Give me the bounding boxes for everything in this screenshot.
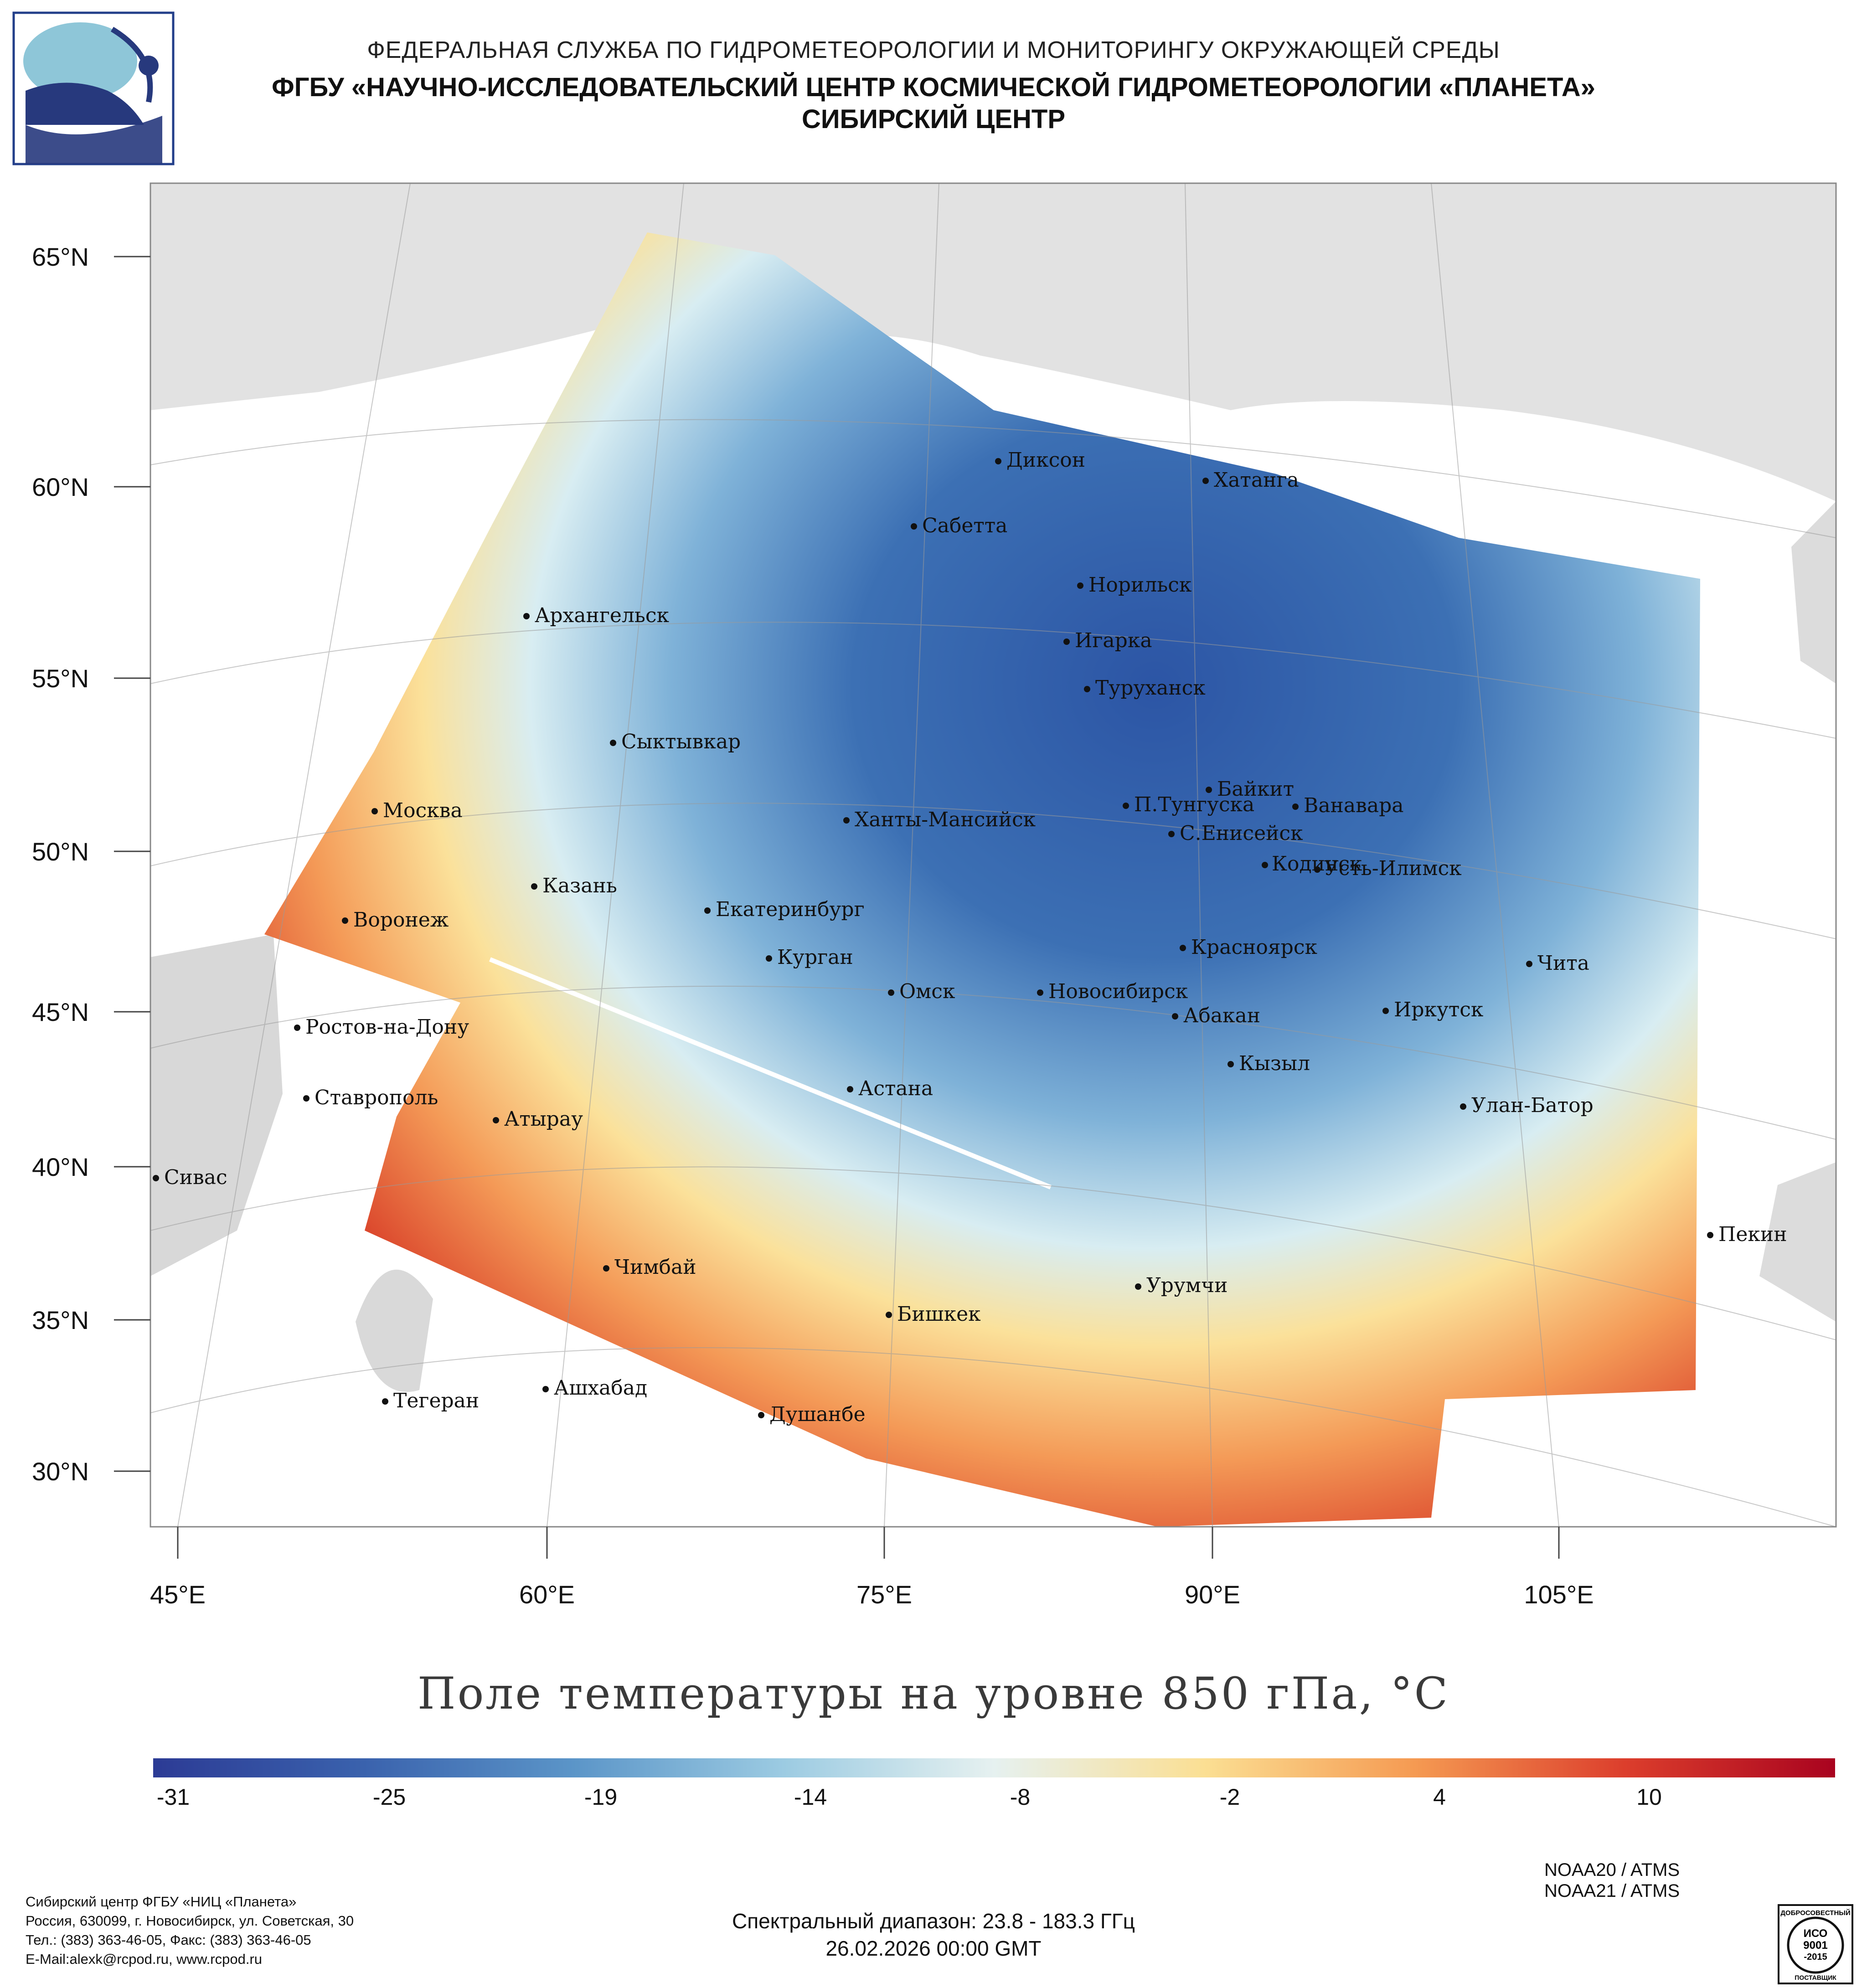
colorbar-tick: -25	[373, 1784, 406, 1810]
city-label: Ростов-на-Дону	[305, 1015, 469, 1039]
city-label: Казань	[542, 874, 617, 897]
city-label: Бишкек	[897, 1303, 981, 1326]
city-label: Байкит	[1217, 778, 1294, 801]
city-label: Омск	[899, 980, 955, 1003]
colorbar-tick: -8	[1010, 1784, 1030, 1810]
contact-info: Сибирский центр ФГБУ «НИЦ «Планета» Росс…	[26, 1892, 354, 1969]
iso-text-top: ДОБРОСОВЕСТНЫЙ	[1780, 1909, 1851, 1917]
lon-label: 105°E	[1524, 1580, 1594, 1609]
iso-text: ИСО	[1804, 1927, 1828, 1940]
lon-label: 90°E	[1185, 1580, 1240, 1609]
city-label: Абакан	[1183, 1004, 1260, 1027]
city-label: Игарка	[1075, 629, 1152, 652]
org-line-1: ФЕДЕРАЛЬНАЯ СЛУЖБА ПО ГИДРОМЕТЕОРОЛОГИИ …	[367, 37, 1500, 63]
data-gap-stripe	[489, 957, 1052, 1190]
lon-label: 75°E	[856, 1580, 912, 1609]
iso-text: 9001	[1803, 1939, 1827, 1952]
graticule	[150, 183, 1836, 1527]
map-frame	[150, 182, 1837, 1528]
colorbar-tick: -2	[1220, 1784, 1240, 1810]
map-title: Поле температуры на уровне 850 гПа, °C	[417, 1668, 1450, 1719]
city-label: Екатеринбург	[716, 898, 865, 921]
city-label: Архангельск	[535, 604, 669, 627]
city-label: Пекин	[1718, 1223, 1787, 1246]
colorbar-tick: -14	[794, 1784, 827, 1810]
org-line-2: ФГБУ «НАУЧНО-ИССЛЕДОВАТЕЛЬСКИЙ ЦЕНТР КОС…	[272, 72, 1595, 102]
city-label: Тегеран	[393, 1389, 479, 1412]
lat-label: 30°N	[32, 1457, 89, 1486]
temperature-map: 65°N 60°N 55°N 50°N 45°N 40°N 35°N 30°N …	[32, 182, 1837, 1609]
city-label: Чита	[1537, 952, 1589, 975]
city-label: Чимбай	[614, 1256, 696, 1279]
lat-label: 35°N	[32, 1306, 89, 1334]
contact-line: Тел.: (383) 363-46-05, Факс: (383) 363-4…	[26, 1932, 311, 1948]
city-label: Ашхабад	[554, 1376, 647, 1400]
city-label: Усть-Илимск	[1324, 857, 1462, 880]
lat-label: 45°N	[32, 998, 89, 1026]
city-label: Улан-Батор	[1471, 1094, 1594, 1117]
colorbar-tick: 4	[1433, 1784, 1446, 1810]
spectral-range: Спектральный диапазон: 23.8 - 183.3 ГГц	[732, 1909, 1135, 1933]
colorbar-gradient	[153, 1758, 1835, 1777]
east-land	[1759, 1162, 1836, 1322]
lon-label: 60°E	[519, 1580, 575, 1609]
city-label: С.Енисейск	[1180, 822, 1303, 845]
lon-label: 45°E	[150, 1580, 206, 1609]
city-label: Ванавара	[1304, 794, 1404, 817]
sensor-line: NOAA21 / ATMS	[1544, 1881, 1680, 1901]
temperature-field	[264, 232, 1700, 1527]
sensor-line: NOAA20 / ATMS	[1544, 1860, 1680, 1880]
sensors: NOAA20 / ATMS NOAA21 / ATMS	[1544, 1859, 1680, 1901]
contact-line: Россия, 630099, г. Новосибирск, ул. Сове…	[26, 1913, 354, 1929]
city-label: Курган	[777, 946, 853, 969]
city-label: Урумчи	[1146, 1274, 1228, 1297]
colorbar-tick: -31	[157, 1784, 190, 1810]
black-sea-area	[150, 934, 283, 1276]
iso-text: -2015	[1804, 1952, 1827, 1962]
org-line-3: СИБИРСКИЙ ЦЕНТР	[801, 104, 1066, 134]
iso-text-bottom: ПОСТАВЩИК	[1795, 1974, 1836, 1981]
sea-of-okhotsk-land	[1791, 501, 1836, 684]
city-label: Атырау	[504, 1107, 583, 1131]
arctic-land	[150, 183, 1836, 501]
city-label: Новосибирск	[1048, 980, 1188, 1003]
iso-badge: ДОБРОСОВЕСТНЫЙ ИСО 9001 -2015 ПОСТАВЩИК	[1778, 1904, 1853, 1984]
city-label: Москва	[383, 799, 463, 822]
city-label: Красноярск	[1191, 936, 1317, 959]
city-label: Туруханск	[1095, 676, 1206, 700]
city-label: Сивас	[164, 1166, 227, 1189]
contact-line: Сибирский центр ФГБУ «НИЦ «Планета»	[26, 1894, 297, 1910]
lat-label: 50°N	[32, 837, 89, 866]
observation-datetime: 26.02.2026 00:00 GMT	[825, 1936, 1042, 1960]
city-label: Иркутск	[1394, 998, 1483, 1021]
lat-label: 65°N	[32, 242, 89, 271]
city-label: Астана	[858, 1077, 933, 1100]
colorbar-tick: 10	[1636, 1784, 1662, 1810]
city-label: Воронеж	[353, 908, 449, 932]
city-label: Ханты-Мансийск	[855, 808, 1036, 831]
lat-label: 40°N	[32, 1153, 89, 1181]
lat-label: 55°N	[32, 664, 89, 693]
city-label: Норильск	[1088, 573, 1191, 597]
city-label: Кызыл	[1239, 1052, 1310, 1075]
city-label: Сыктывкар	[621, 730, 741, 753]
city-label: Ставрополь	[315, 1086, 438, 1109]
colorbar-tick: -19	[584, 1784, 617, 1810]
city-label: Хатанга	[1214, 469, 1299, 492]
contact-line: E-Mail:alexk@rcpod.ru, www.rcpod.ru	[26, 1951, 263, 1967]
city-label: Сабетта	[922, 514, 1007, 537]
city-label: Диксон	[1006, 448, 1085, 472]
lat-label: 60°N	[32, 473, 89, 501]
planeta-logo	[12, 11, 175, 165]
city-label: П.Тунгуска	[1134, 793, 1254, 816]
caspian-sea	[356, 1269, 433, 1392]
city-label: Душанбе	[769, 1403, 866, 1426]
